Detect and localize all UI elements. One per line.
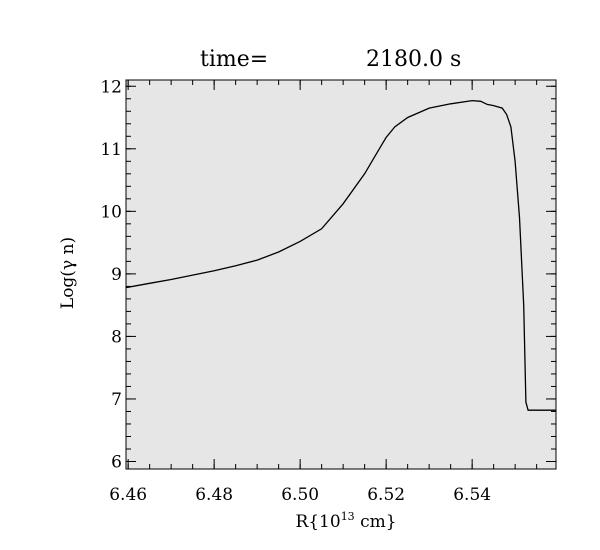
y-tick-label: 7: [111, 390, 122, 410]
chart-title-prefix: time=: [200, 47, 268, 72]
y-axis-label: Log(γ n): [58, 237, 78, 309]
y-tick-label: 11: [100, 140, 122, 160]
y-tick-label: 10: [100, 202, 122, 222]
axis-ticks: [126, 80, 556, 469]
x-tick-label: 6.46: [109, 485, 147, 505]
y-tick-label: 8: [111, 327, 122, 347]
x-tick-label: 6.50: [281, 485, 319, 505]
x-axis-label: R{1013 cm}: [295, 510, 396, 532]
tick-labels: 6.46 6.48 6.50 6.52 6.54 6 7 8 9 10 11 12: [100, 77, 491, 505]
chart-title-value: 2180.0 s: [366, 47, 461, 72]
x-tick-label: 6.54: [453, 485, 491, 505]
y-tick-label: 9: [111, 265, 122, 285]
plot-area: [125, 79, 557, 470]
series-line: [125, 99, 556, 411]
x-tick-label: 6.48: [195, 485, 233, 505]
y-tick-label: 12: [100, 77, 122, 97]
y-tick-label: 6: [111, 452, 122, 472]
x-tick-label: 6.52: [367, 485, 405, 505]
